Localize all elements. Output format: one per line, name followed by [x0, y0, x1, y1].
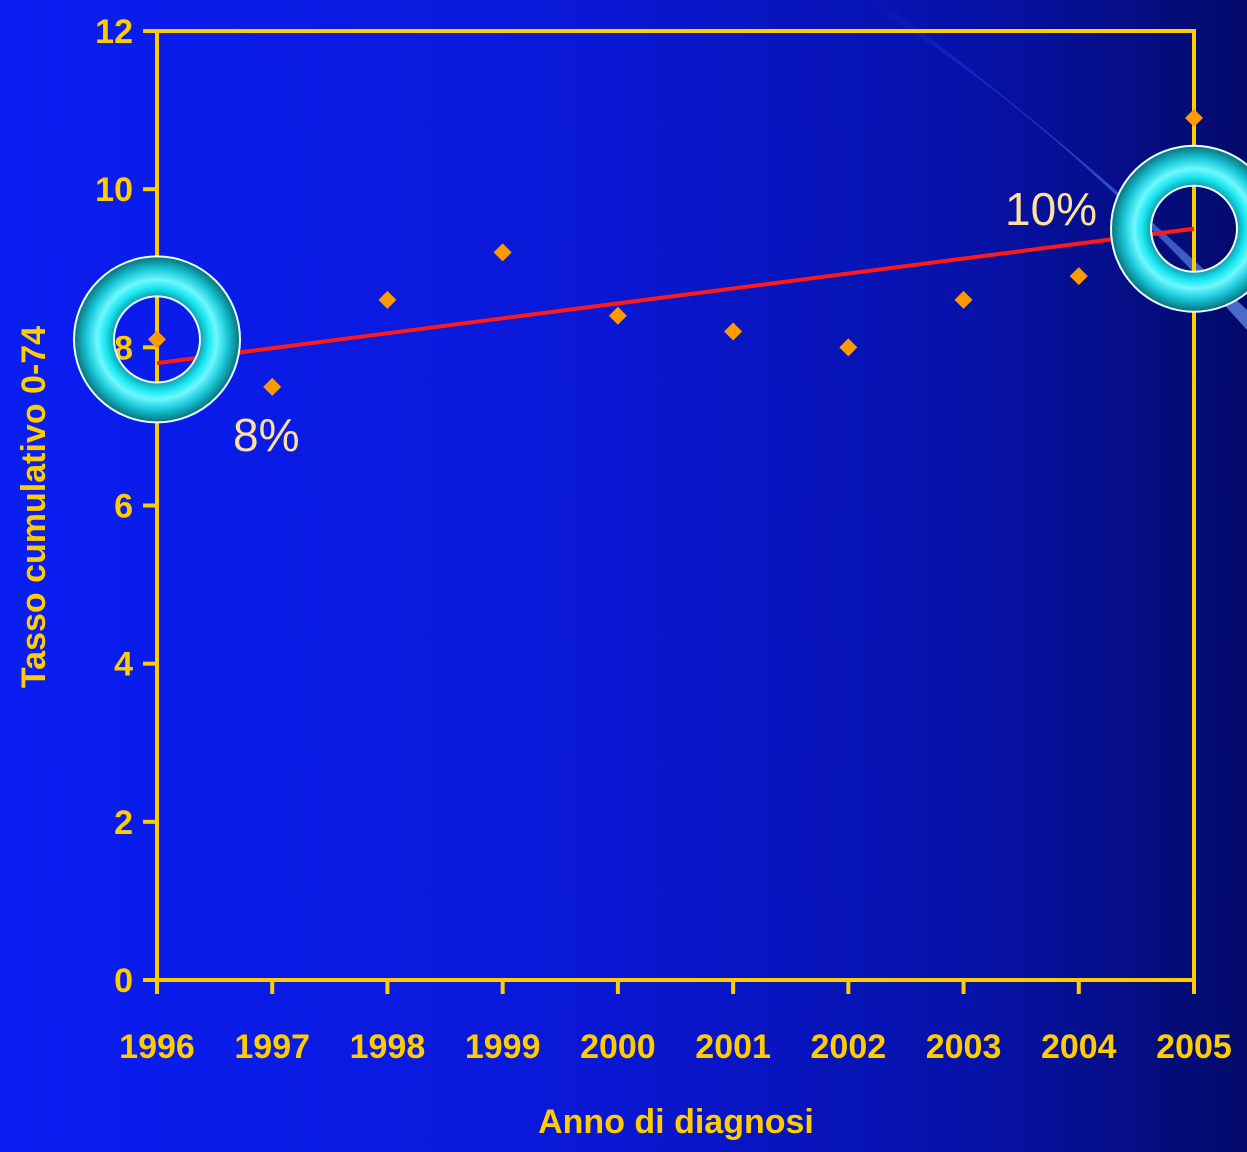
x-axis-title: Anno di diagnosi	[538, 1103, 814, 1141]
annotation-8pct: 8%	[233, 409, 299, 461]
y-axis-title: Tasso cumulativo 0-74	[15, 326, 53, 688]
highlight-ring-2005	[1109, 144, 1247, 313]
x-axis: 1996 1997 1998 1999 2000 2001 2002 2003 2004 2005	[119, 980, 1232, 1066]
x-tick-label: 2003	[926, 1028, 1002, 1066]
data-point	[378, 290, 397, 309]
x-tick-label: 2004	[1041, 1028, 1117, 1066]
x-tick-label: 1998	[350, 1028, 426, 1066]
x-tick-label: 2005	[1156, 1028, 1232, 1066]
trendline-layer	[156, 226, 1195, 366]
annotations: 8% 10%	[233, 183, 1097, 461]
data-points	[148, 108, 1203, 396]
plot-border	[155, 29, 1196, 982]
y-tick-label: 6	[114, 488, 133, 526]
y-tick-label: 0	[114, 962, 133, 1000]
x-tick-label: 2002	[811, 1028, 887, 1066]
annotation-10pct: 10%	[1005, 183, 1097, 235]
data-point	[263, 377, 282, 396]
x-tick-label: 1996	[119, 1028, 195, 1066]
highlight-ring-1996	[72, 255, 242, 424]
data-point	[493, 243, 512, 262]
highlight-rings	[72, 144, 1247, 424]
data-point	[1069, 267, 1088, 286]
y-tick-label: 2	[114, 804, 133, 842]
y-tick-label: 10	[95, 171, 133, 209]
data-point	[954, 290, 973, 309]
y-tick-label: 12	[95, 13, 133, 51]
x-tick-label: 2001	[695, 1028, 771, 1066]
y-tick-label: 4	[114, 646, 133, 684]
data-point	[724, 322, 743, 341]
data-point	[608, 306, 627, 325]
plot-frame	[155, 29, 1196, 982]
x-tick-label: 1999	[465, 1028, 541, 1066]
data-point	[1185, 108, 1203, 127]
trendline	[156, 226, 1195, 366]
x-tick-label: 1997	[234, 1028, 310, 1066]
data-point	[839, 338, 858, 357]
data-point	[148, 330, 166, 349]
x-tick-label: 2000	[580, 1028, 656, 1066]
